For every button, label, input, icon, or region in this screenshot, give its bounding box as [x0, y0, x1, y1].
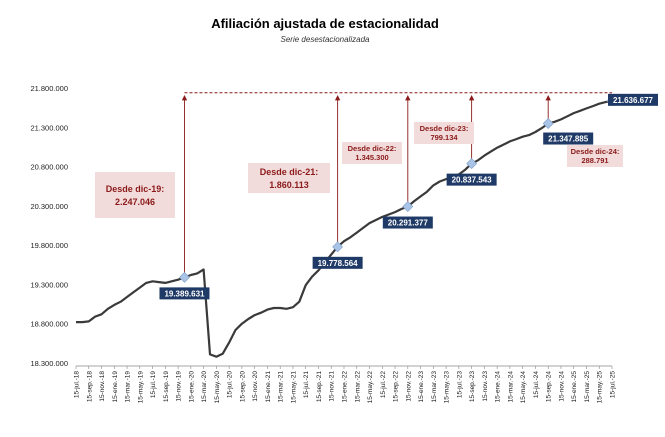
x-tick-label: 15-sep.-21 [316, 371, 323, 402]
x-tick-label: 15-jul.-21 [303, 371, 310, 398]
value-label-box [159, 287, 210, 300]
x-tick-label: 15-may.-21 [290, 371, 297, 404]
y-axis: 18.300.000 18.800.000 19.300.000 19.800.000… [30, 84, 68, 368]
x-tick-label: 15-ene.-23 [418, 371, 425, 403]
y-tick-label: 21.300.000 [30, 123, 68, 132]
y-tick-label: 20.300.000 [30, 202, 68, 211]
x-tick-label: 15-jul.-22 [380, 371, 387, 398]
annotation-value: 1.860.113 [269, 180, 309, 190]
y-tick-label: 18.300.000 [30, 359, 68, 368]
value-label-box [382, 216, 433, 229]
x-tick-label: 15-mar.-20 [201, 371, 208, 403]
x-tick-label: 15-sep.-24 [546, 371, 553, 402]
value-label: 19.778.564 [318, 259, 359, 268]
x-tick-label: 15-sep.-18 [86, 371, 93, 402]
data-point-marker [402, 201, 414, 212]
annotation-label: Desde dic-19: [106, 184, 165, 194]
chart-subtitle: Serie desestacionalizada [281, 35, 370, 44]
series-group [76, 99, 613, 358]
x-tick-label: 15-jul.-18 [74, 371, 81, 398]
annotations-group: Desde dic-19: 2.247.046 Desde dic-21: 1.860… [95, 95, 623, 274]
x-tick-label: 15-jul.-23 [456, 371, 463, 398]
x-tick-label: 15-jul.-25 [610, 371, 617, 398]
value-label-box [543, 132, 594, 145]
x-tick-label: 15-ene.-19 [112, 371, 119, 403]
x-tick-label: 15-jul.-19 [150, 371, 157, 398]
x-tick-label: 15-may.-23 [444, 371, 451, 404]
annotation-value: 288.791 [581, 156, 608, 165]
annotation-value: 1.345.300 [355, 153, 388, 162]
chart-title: Afiliación ajustada de estacionalidad [211, 16, 439, 31]
x-axis: 15-jul.-18 15-sep.-18 15-nov.-18 15-ene.-19… [74, 365, 617, 404]
annotation-label: Desde dic-24: [571, 147, 620, 156]
series-line [76, 99, 613, 358]
annotation-value: 2.247.046 [115, 197, 155, 207]
x-tick-label: 15-nov.-19 [176, 371, 183, 402]
x-tick-label: 15-nov.-21 [329, 371, 336, 402]
x-tick-label: 15-mar.-22 [354, 371, 361, 403]
x-tick-label: 15-mar.-25 [584, 371, 591, 403]
annotation-label: Desde dic-23: [420, 124, 469, 133]
x-tick-label: 15-ene.-22 [342, 371, 349, 403]
y-tick-label: 19.300.000 [30, 280, 68, 289]
x-tick-label: 15-mar.-21 [278, 371, 285, 403]
y-tick-label: 21.800.000 [30, 84, 68, 93]
annotation-box [248, 163, 330, 193]
value-label: 19.389.631 [164, 289, 205, 298]
x-tick-label: 15-sep.-22 [393, 371, 400, 402]
value-label-box [446, 173, 497, 186]
x-tick-label: 15-mar.-24 [507, 371, 514, 403]
value-label: 21.347.885 [548, 135, 589, 144]
y-tick-label: 19.800.000 [30, 241, 68, 250]
x-tick-label: 15-nov.-22 [405, 371, 412, 402]
annotation-value: 799.134 [430, 133, 458, 142]
value-label: 20.291.377 [388, 219, 429, 228]
y-tick-label: 20.800.000 [30, 163, 68, 172]
x-tick-label: 15-nov.-20 [252, 371, 259, 402]
x-tick-label: 15-jul.-24 [533, 371, 540, 398]
x-tick-label: 15-nov.-24 [558, 371, 565, 402]
annotation-box [342, 142, 402, 164]
x-tick-label: 15-nov.-18 [99, 371, 106, 402]
data-point-marker [466, 158, 478, 170]
value-label: 21.636.677 [613, 96, 654, 105]
x-tick-label: 15-may.-22 [367, 371, 374, 404]
x-tick-label: 15-mar.-23 [431, 371, 438, 403]
x-tick-label: 15-sep.-20 [239, 371, 246, 402]
x-tick-label: 15-mar.-19 [125, 371, 132, 403]
annotation-box [567, 145, 623, 167]
data-point-marker [179, 271, 190, 283]
data-point-marker [542, 118, 554, 129]
data-point-marker [332, 241, 344, 253]
x-tick-label: 15-ene.-25 [571, 371, 578, 403]
value-label-box [312, 256, 363, 269]
x-tick-label: 15-ene.-24 [495, 371, 502, 403]
x-tick-label: 15-ene.-21 [265, 371, 272, 403]
annotation-label: Desde dic-21: [260, 167, 319, 177]
x-tick-label: 15-jul.-20 [227, 371, 234, 398]
x-tick-label: 15-sep.-23 [469, 371, 476, 402]
x-tick-label: 15-sep.-19 [163, 371, 170, 402]
annotation-box [95, 172, 175, 218]
x-tick-label: 15-nov.-23 [482, 371, 489, 402]
x-tick-label: 15-may.-20 [214, 371, 221, 404]
value-label-box [608, 93, 658, 106]
x-tick-label: 15-may.-19 [137, 371, 144, 404]
x-tick-label: 15-may.-24 [520, 371, 527, 404]
x-tick-label: 15-may.-25 [597, 371, 604, 404]
annotation-box [414, 122, 474, 144]
y-tick-label: 18.800.000 [30, 320, 68, 329]
annotation-label: Desde dic-22: [348, 144, 397, 153]
x-tick-label: 15-ene.-20 [188, 371, 195, 403]
markers-group: 19.389.631 19.778.564 20.291.377 20.837.543… [159, 93, 658, 300]
value-label: 20.837.543 [452, 176, 493, 185]
